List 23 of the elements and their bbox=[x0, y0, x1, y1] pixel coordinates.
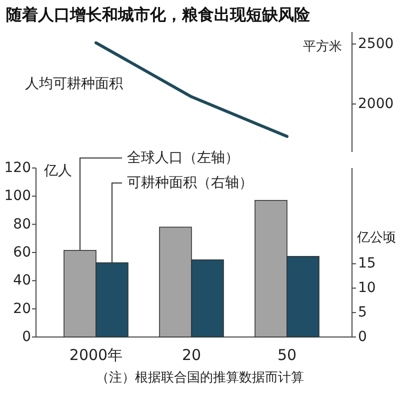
x-tick-label: 50 bbox=[277, 346, 297, 364]
text: 全球人口（左轴） bbox=[127, 150, 239, 166]
text: （注）根据联合国的推算数据而计算 bbox=[96, 370, 304, 386]
x-tick-label: 20 bbox=[182, 346, 202, 364]
y-tick-label: 2000 bbox=[358, 96, 394, 112]
y-axis-title: 亿人 bbox=[43, 163, 72, 179]
y-tick-label: 80 bbox=[13, 216, 31, 232]
text: 可耕种面积（右轴） bbox=[127, 175, 253, 191]
y2-axis-title: 亿公顷 bbox=[356, 230, 396, 246]
y2-tick-label: 15 bbox=[358, 256, 376, 272]
y-tick-label: 2500 bbox=[358, 36, 394, 52]
y-tick-label: 20 bbox=[13, 300, 31, 317]
y2-tick-label: 10 bbox=[358, 280, 376, 296]
y-tick-label: 0 bbox=[22, 329, 31, 345]
y-tick-label: 100 bbox=[4, 188, 31, 204]
chart-title: 随着人口增长和城市化，粮食出现短缺风险 bbox=[6, 5, 311, 24]
y-axis-title: 平方米 bbox=[303, 38, 342, 54]
y-tick-label: 60 bbox=[13, 244, 31, 260]
y-tick-label: 120 bbox=[4, 160, 31, 176]
y-tick-label: 40 bbox=[13, 272, 31, 289]
series-label: 人均可耕种面积 bbox=[25, 76, 123, 92]
x-tick-label: 2000年 bbox=[69, 346, 123, 364]
y2-tick-label: 5 bbox=[358, 304, 367, 321]
